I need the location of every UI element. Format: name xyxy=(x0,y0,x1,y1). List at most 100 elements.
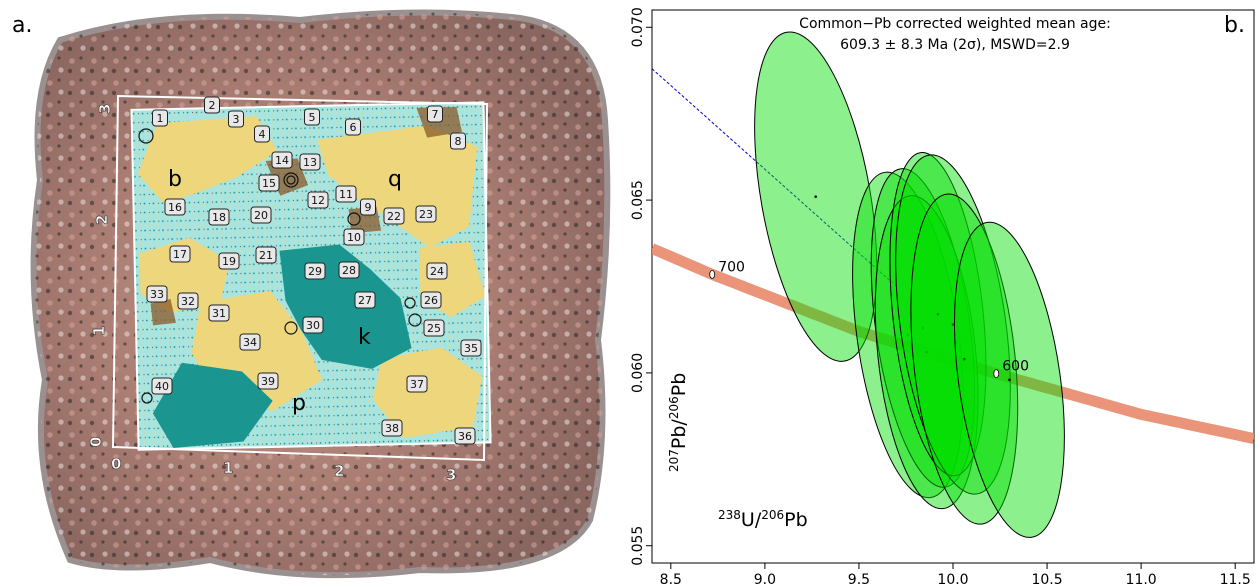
spot-box xyxy=(420,291,442,309)
age-label: 700 xyxy=(718,259,745,275)
spot-marker: 1 xyxy=(152,109,168,127)
spot-marker: 33 xyxy=(146,285,168,303)
spot-marker: 18 xyxy=(208,208,230,226)
spot-marker: 7 xyxy=(427,105,443,123)
spot-number: 35 xyxy=(464,342,478,355)
x-tick-label: 9.0 xyxy=(754,572,776,587)
spot-marker: 40 xyxy=(151,377,173,395)
spot-number: 31 xyxy=(212,307,226,320)
spot-number: 30 xyxy=(306,319,320,332)
spot-box xyxy=(423,319,445,337)
spot-box xyxy=(343,228,365,246)
spot-marker: 39 xyxy=(257,372,279,390)
y-tick-label: 0.055 xyxy=(630,526,646,566)
spot-marker: 15 xyxy=(258,174,280,192)
spot-box xyxy=(255,246,277,264)
mineral-label-kfeldspar: k xyxy=(358,325,371,350)
spot-number: 18 xyxy=(212,211,226,224)
spot-marker: 4 xyxy=(254,125,270,143)
kfeldspar-region xyxy=(152,362,273,448)
spot-number: 13 xyxy=(303,156,317,169)
spot-box xyxy=(204,96,220,114)
spot-marker: 12 xyxy=(307,191,329,209)
age-label: 600 xyxy=(1002,359,1029,375)
ellipse-center xyxy=(1008,378,1011,382)
spot-number: 12 xyxy=(311,194,325,207)
map-x-tick: 2 xyxy=(334,462,344,480)
ellipse-center xyxy=(814,195,817,198)
spot-number: 5 xyxy=(309,111,316,124)
spot-number: 34 xyxy=(243,336,257,349)
spot-box xyxy=(302,316,324,334)
spot-number: 37 xyxy=(410,378,424,391)
map-y-tick: 3 xyxy=(96,104,114,114)
spot-marker: 5 xyxy=(304,108,320,126)
spot-box xyxy=(304,262,326,280)
quartz-region xyxy=(137,116,278,204)
spot-circle xyxy=(141,392,153,404)
spot-number: 8 xyxy=(455,135,462,148)
chart-title-line2: 609.3 ± 8.3 Ma (2σ), MSWD=2.9 xyxy=(840,37,1070,53)
spot-box xyxy=(338,261,360,279)
spot-box xyxy=(250,206,272,224)
quartz-region xyxy=(372,347,483,439)
map-y-tick: 2 xyxy=(93,215,111,225)
spot-marker: 19 xyxy=(218,252,240,270)
spot-number: 33 xyxy=(150,288,164,301)
spot-box xyxy=(460,339,482,357)
spot-marker: 6 xyxy=(345,118,361,136)
spot-box xyxy=(208,304,230,322)
spot-number: 1 xyxy=(157,112,164,125)
spot-number: 25 xyxy=(427,322,441,335)
panel-a-y-ticks: 0 1 2 3 xyxy=(87,103,115,447)
spot-marker: 13 xyxy=(299,153,321,171)
spot-marker: 10 xyxy=(343,228,365,246)
spot-number: 39 xyxy=(261,375,275,388)
spot-number: 32 xyxy=(181,295,195,308)
spot-marker: 30 xyxy=(302,316,324,334)
spot-circle xyxy=(347,212,361,226)
map-x-tick: 1 xyxy=(223,459,233,477)
mineral-label-quartz: q xyxy=(388,167,402,192)
ellipse-center xyxy=(921,326,925,330)
spot-marker: 27 xyxy=(354,291,376,309)
spot-number: 28 xyxy=(342,264,356,277)
spot-marker: 23 xyxy=(415,205,437,223)
spot-number: 9 xyxy=(365,201,372,214)
panel-b-label: b. xyxy=(1224,13,1245,38)
error-ellipse xyxy=(953,221,1065,538)
spot-number: 19 xyxy=(222,255,236,268)
spot-marker: 29 xyxy=(304,262,326,280)
spot-circle xyxy=(408,313,422,327)
spot-marker: 22 xyxy=(383,207,405,225)
spot-number: 15 xyxy=(262,177,276,190)
spot-number: 23 xyxy=(419,208,433,221)
spot-number: 22 xyxy=(387,210,401,223)
concordia-curve xyxy=(652,243,1254,444)
spot-number: 4 xyxy=(259,128,266,141)
spot-circle xyxy=(138,128,154,144)
spot-marker: 2 xyxy=(204,96,220,114)
spot-box xyxy=(345,118,361,136)
ellipse-center xyxy=(962,357,966,361)
spot-number: 38 xyxy=(385,422,399,435)
spot-box xyxy=(307,191,329,209)
spot-box xyxy=(271,151,293,169)
spot-box xyxy=(415,205,437,223)
spot-marker: 32 xyxy=(177,292,199,310)
spot-marker: 28 xyxy=(338,261,360,279)
spot-box xyxy=(450,132,466,150)
spot-box xyxy=(406,375,428,393)
spot-marker: 11 xyxy=(335,185,357,203)
spot-number: 3 xyxy=(233,113,240,126)
spot-number: 6 xyxy=(350,121,357,134)
spot-box xyxy=(258,174,280,192)
map-y-tick: 0 xyxy=(87,437,105,447)
spot-box xyxy=(239,333,261,351)
y-tick-label: 0.065 xyxy=(630,180,646,220)
spot-marker: 20 xyxy=(250,206,272,224)
spot-number: 2 xyxy=(209,99,216,112)
spot-number: 16 xyxy=(168,201,182,214)
map-x-tick: 0 xyxy=(111,455,121,473)
